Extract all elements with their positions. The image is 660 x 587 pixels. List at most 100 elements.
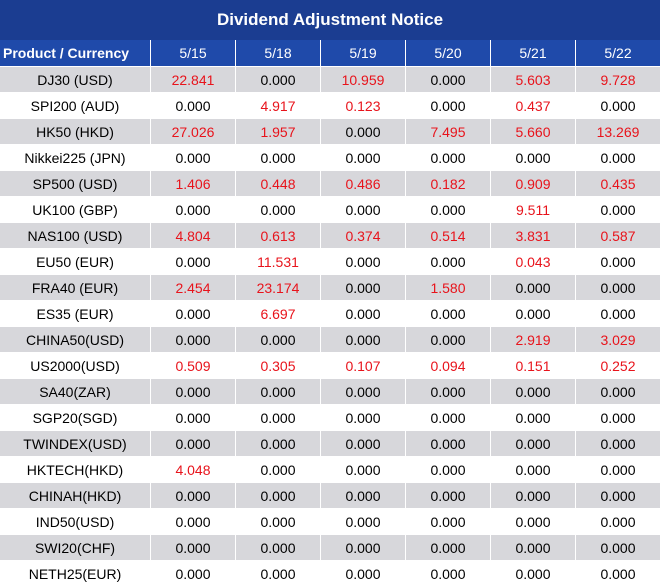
value-cell: 0.000 [150, 405, 235, 431]
value-cell: 0.000 [490, 535, 575, 561]
value-cell: 6.697 [235, 301, 320, 327]
header-row: Product / Currency 5/15 5/18 5/19 5/20 5… [0, 40, 660, 67]
value-cell: 0.000 [320, 431, 405, 457]
value-cell: 0.252 [575, 353, 660, 379]
table-row: UK100 (GBP) 0.000 0.000 0.000 0.000 9.511 0.00… [0, 197, 660, 223]
product-cell: ES35 (EUR) [0, 301, 150, 327]
value-cell: 0.000 [320, 405, 405, 431]
value-cell: 0.000 [575, 197, 660, 223]
value-cell: 0.000 [235, 145, 320, 171]
value-cell: 0.000 [490, 457, 575, 483]
date-column-header: 5/21 [490, 40, 575, 67]
table-row: DJ30 (USD) 22.841 0.000 10.959 0.000 5.603 9.7… [0, 67, 660, 93]
table-row: EU50 (EUR) 0.000 11.531 0.000 0.000 0.043 0.00… [0, 249, 660, 275]
value-cell: 3.029 [575, 327, 660, 353]
value-cell: 4.917 [235, 93, 320, 119]
value-cell: 0.094 [405, 353, 490, 379]
value-cell: 0.107 [320, 353, 405, 379]
value-cell: 0.000 [575, 457, 660, 483]
value-cell: 0.000 [150, 249, 235, 275]
value-cell: 0.000 [405, 379, 490, 405]
date-column-header: 5/18 [235, 40, 320, 67]
value-cell: 0.000 [235, 561, 320, 587]
value-cell: 0.000 [405, 509, 490, 535]
value-cell: 0.000 [320, 509, 405, 535]
value-cell: 0.000 [235, 405, 320, 431]
value-cell: 0.000 [405, 93, 490, 119]
value-cell: 0.000 [235, 457, 320, 483]
value-cell: 0.000 [575, 405, 660, 431]
product-column-header: Product / Currency [0, 40, 150, 67]
value-cell: 0.000 [575, 561, 660, 587]
value-cell: 0.000 [490, 301, 575, 327]
value-cell: 0.000 [150, 379, 235, 405]
value-cell: 13.269 [575, 119, 660, 145]
value-cell: 0.000 [150, 301, 235, 327]
value-cell: 11.531 [235, 249, 320, 275]
value-cell: 0.000 [575, 249, 660, 275]
value-cell: 0.909 [490, 171, 575, 197]
value-cell: 0.000 [575, 145, 660, 171]
value-cell: 0.305 [235, 353, 320, 379]
value-cell: 3.831 [490, 223, 575, 249]
value-cell: 0.000 [150, 561, 235, 587]
value-cell: 0.000 [235, 379, 320, 405]
value-cell: 0.000 [320, 275, 405, 301]
product-cell: CHINA50(USD) [0, 327, 150, 353]
product-cell: SP500 (USD) [0, 171, 150, 197]
value-cell: 0.000 [490, 275, 575, 301]
value-cell: 0.000 [490, 561, 575, 587]
value-cell: 0.374 [320, 223, 405, 249]
table-row: SP500 (USD) 1.406 0.448 0.486 0.182 0.909 0.43… [0, 171, 660, 197]
value-cell: 0.000 [575, 379, 660, 405]
value-cell: 0.000 [405, 561, 490, 587]
value-cell: 0.000 [320, 379, 405, 405]
product-cell: EU50 (EUR) [0, 249, 150, 275]
value-cell: 23.174 [235, 275, 320, 301]
value-cell: 0.000 [490, 379, 575, 405]
value-cell: 0.000 [575, 535, 660, 561]
value-cell: 0.000 [235, 483, 320, 509]
value-cell: 0.000 [575, 275, 660, 301]
product-cell: UK100 (GBP) [0, 197, 150, 223]
value-cell: 0.000 [490, 431, 575, 457]
product-cell: HKTECH(HKD) [0, 457, 150, 483]
product-cell: CHINAH(HKD) [0, 483, 150, 509]
value-cell: 0.000 [235, 509, 320, 535]
date-column-header: 5/20 [405, 40, 490, 67]
value-cell: 2.919 [490, 327, 575, 353]
product-cell: SA40(ZAR) [0, 379, 150, 405]
product-cell: SPI200 (AUD) [0, 93, 150, 119]
value-cell: 0.182 [405, 171, 490, 197]
value-cell: 0.437 [490, 93, 575, 119]
table-row: SA40(ZAR) 0.000 0.000 0.000 0.000 0.000 0.000 [0, 379, 660, 405]
value-cell: 0.000 [320, 483, 405, 509]
value-cell: 22.841 [150, 67, 235, 93]
value-cell: 0.123 [320, 93, 405, 119]
table-row: SGP20(SGD) 0.000 0.000 0.000 0.000 0.000 0.000 [0, 405, 660, 431]
value-cell: 0.000 [150, 535, 235, 561]
product-cell: TWINDEX(USD) [0, 431, 150, 457]
product-cell: DJ30 (USD) [0, 67, 150, 93]
value-cell: 0.043 [490, 249, 575, 275]
value-cell: 0.514 [405, 223, 490, 249]
product-cell: US2000(USD) [0, 353, 150, 379]
product-cell: SWI20(CHF) [0, 535, 150, 561]
product-cell: IND50(USD) [0, 509, 150, 535]
value-cell: 2.454 [150, 275, 235, 301]
value-cell: 0.000 [235, 431, 320, 457]
value-cell: 0.000 [320, 535, 405, 561]
value-cell: 0.000 [575, 509, 660, 535]
value-cell: 0.000 [405, 483, 490, 509]
product-cell: SGP20(SGD) [0, 405, 150, 431]
value-cell: 10.959 [320, 67, 405, 93]
value-cell: 4.048 [150, 457, 235, 483]
value-cell: 0.151 [490, 353, 575, 379]
value-cell: 0.000 [150, 483, 235, 509]
table-row: NETH25(EUR) 0.000 0.000 0.000 0.000 0.000 0.00… [0, 561, 660, 587]
value-cell: 0.613 [235, 223, 320, 249]
table-row: CHINA50(USD) 0.000 0.000 0.000 0.000 2.919 3.0… [0, 327, 660, 353]
value-cell: 0.000 [235, 197, 320, 223]
value-cell: 0.000 [320, 119, 405, 145]
product-cell: HK50 (HKD) [0, 119, 150, 145]
